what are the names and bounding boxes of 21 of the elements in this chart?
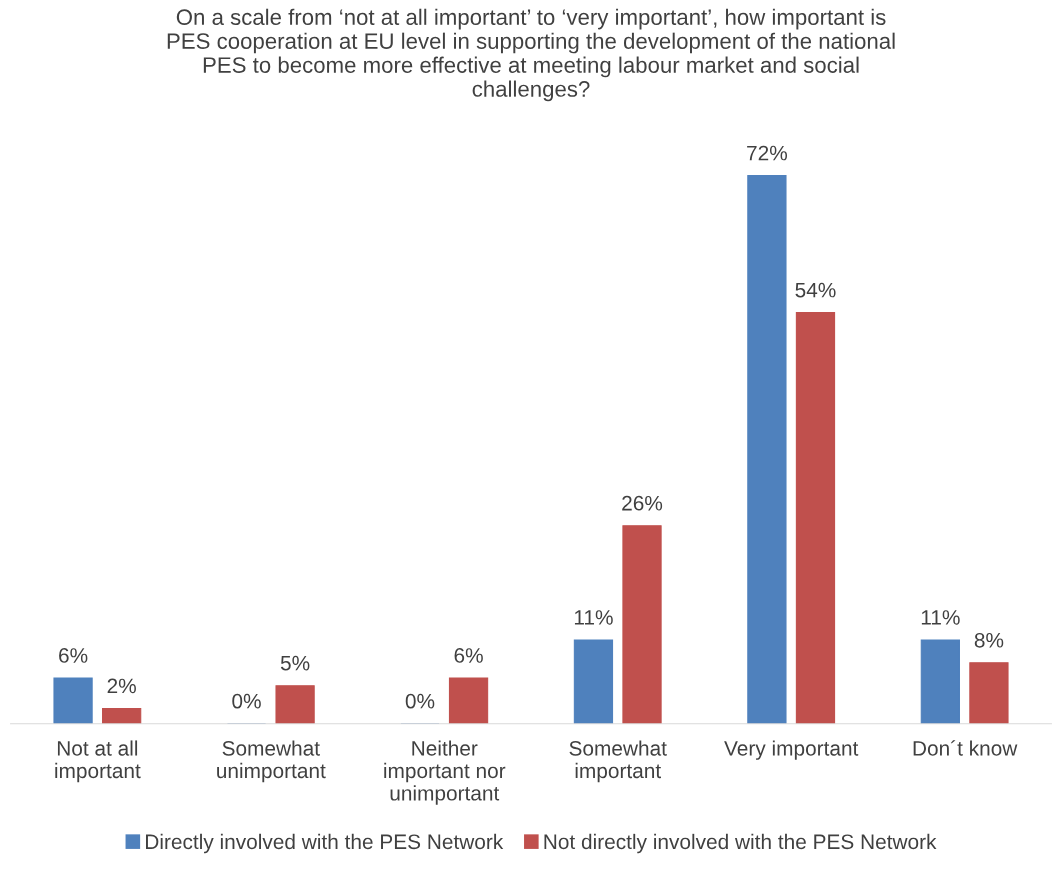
data-label: 0% [405, 693, 435, 709]
data-label: 6% [454, 648, 483, 663]
data-label: 26% [622, 495, 663, 511]
data-label: 11% [574, 610, 613, 625]
chart-title: On a scale from ‘not at all important’ to ‘very important’, how important is PES cooperation at EU level in supporting the development of the national PES to become more effective at meeting labour market and social challenges? [167, 8, 895, 102]
data-label: 54% [795, 282, 836, 298]
x-tick-label: Somewhat unimportant [217, 740, 326, 783]
data-label: 72% [747, 145, 788, 161]
data-label: 2% [107, 678, 136, 694]
data-label: 11% [921, 610, 960, 625]
data-label: 0% [232, 693, 261, 709]
x-tick-label: Somewhat important [569, 740, 667, 783]
data-label: 6% [59, 648, 88, 663]
x-tick-label: Not at all important [55, 740, 141, 783]
legend-label: Not directly involved with the PES Network [544, 833, 937, 854]
x-tick-label: Very important [724, 740, 859, 760]
x-tick-label: Neither important nor unimportant [384, 740, 506, 805]
data-label: 8% [974, 632, 1004, 648]
legend-label: Directly involved with the PES Network [146, 833, 504, 854]
x-tick-label: Don´t know [913, 740, 1018, 756]
data-label: 5% [280, 655, 310, 671]
